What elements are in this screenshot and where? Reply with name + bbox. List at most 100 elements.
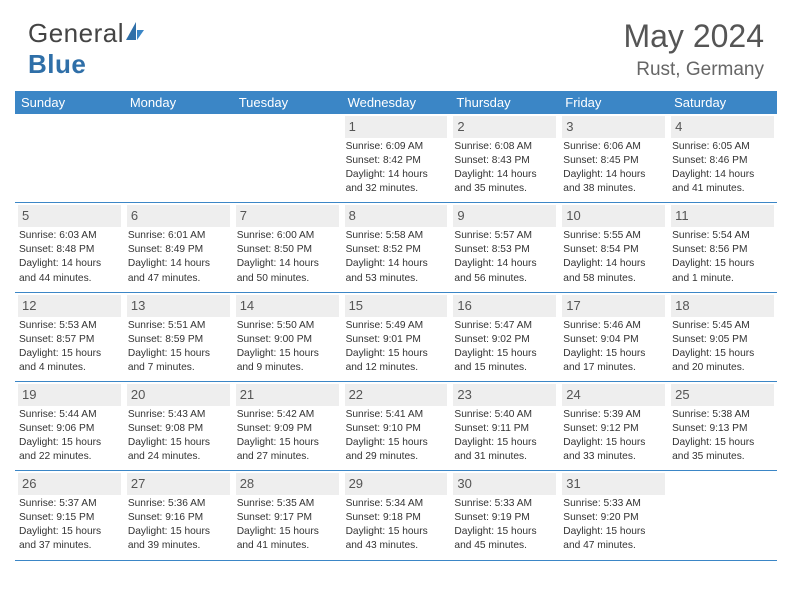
day-cell: 22Sunrise: 5:41 AMSunset: 9:10 PMDayligh…	[342, 382, 451, 470]
daylight-text: Daylight: 14 hours and 50 minutes.	[237, 257, 338, 285]
day-number: 3	[566, 119, 573, 134]
day-number: 12	[22, 298, 36, 313]
day-number: 29	[349, 476, 363, 491]
dow-header: Sunday	[15, 91, 124, 114]
daylight-text: Daylight: 15 hours and 33 minutes.	[563, 436, 664, 464]
daylight-text: Daylight: 14 hours and 47 minutes.	[128, 257, 229, 285]
title-block: May 2024 Rust, Germany	[623, 18, 764, 81]
daylight-text: Daylight: 14 hours and 41 minutes.	[672, 168, 773, 196]
sunset-text: Sunset: 9:01 PM	[346, 333, 447, 347]
daylight-text: Daylight: 15 hours and 39 minutes.	[128, 525, 229, 553]
day-info: Sunrise: 5:37 AMSunset: 9:15 PMDaylight:…	[18, 497, 121, 553]
day-cell: 9Sunrise: 5:57 AMSunset: 8:53 PMDaylight…	[450, 203, 559, 291]
daylight-text: Daylight: 14 hours and 35 minutes.	[454, 168, 555, 196]
weeks-container: 1Sunrise: 6:09 AMSunset: 8:42 PMDaylight…	[15, 114, 777, 561]
day-cell: 3Sunrise: 6:06 AMSunset: 8:45 PMDaylight…	[559, 114, 668, 202]
day-cell: 12 Sunrise: 5:53 AMSunset: 8:57 PMDayligh…	[15, 293, 124, 381]
daylight-text: Daylight: 15 hours and 29 minutes.	[346, 436, 447, 464]
day-cell: 10Sunrise: 5:55 AMSunset: 8:54 PMDayligh…	[559, 203, 668, 291]
daylight-text: Daylight: 15 hours and 4 minutes.	[19, 347, 120, 375]
day-info: Sunrise: 5:34 AMSunset: 9:18 PMDaylight:…	[345, 497, 448, 553]
sunset-text: Sunset: 8:48 PM	[19, 243, 120, 257]
sunset-text: Sunset: 9:06 PM	[19, 422, 120, 436]
day-cell: 26 Sunrise: 5:37 AMSunset: 9:15 PMDayligh…	[15, 471, 124, 559]
daylight-text: Daylight: 14 hours and 53 minutes.	[346, 257, 447, 285]
day-cell: 11Sunrise: 5:54 AMSunset: 8:56 PMDayligh…	[668, 203, 777, 291]
day-number-bar: 19	[18, 384, 121, 406]
day-cell: 17Sunrise: 5:46 AMSunset: 9:04 PMDayligh…	[559, 293, 668, 381]
sunrise-text: Sunrise: 5:43 AM	[128, 408, 229, 422]
sunrise-text: Sunrise: 5:49 AM	[346, 319, 447, 333]
sunrise-text: Sunrise: 5:57 AM	[454, 229, 555, 243]
sunset-text: Sunset: 9:05 PM	[672, 333, 773, 347]
sunset-text: Sunset: 9:09 PM	[237, 422, 338, 436]
week-row: 12 Sunrise: 5:53 AMSunset: 8:57 PMDayligh…	[15, 293, 777, 382]
daylight-text: Daylight: 15 hours and 17 minutes.	[563, 347, 664, 375]
day-info: Sunrise: 5:36 AMSunset: 9:16 PMDaylight:…	[127, 497, 230, 553]
day-number-bar: 3	[562, 116, 665, 138]
sunset-text: Sunset: 8:43 PM	[454, 154, 555, 168]
day-number-bar: 28	[236, 473, 339, 495]
day-number-bar: 12	[18, 295, 121, 317]
daylight-text: Daylight: 15 hours and 24 minutes.	[128, 436, 229, 464]
day-info: Sunrise: 5:58 AMSunset: 8:52 PMDaylight:…	[345, 229, 448, 285]
day-info: Sunrise: 5:46 AMSunset: 9:04 PMDaylight:…	[562, 319, 665, 375]
day-cell: 23Sunrise: 5:40 AMSunset: 9:11 PMDayligh…	[450, 382, 559, 470]
sunrise-text: Sunrise: 5:33 AM	[454, 497, 555, 511]
day-cell: 13Sunrise: 5:51 AMSunset: 8:59 PMDayligh…	[124, 293, 233, 381]
dow-header: Saturday	[668, 91, 777, 114]
sunrise-text: Sunrise: 5:38 AM	[672, 408, 773, 422]
day-cell: 25Sunrise: 5:38 AMSunset: 9:13 PMDayligh…	[668, 382, 777, 470]
sunset-text: Sunset: 9:08 PM	[128, 422, 229, 436]
day-number-bar: 29	[345, 473, 448, 495]
day-info: Sunrise: 5:53 AMSunset: 8:57 PMDaylight:…	[18, 319, 121, 375]
sunrise-text: Sunrise: 6:00 AM	[237, 229, 338, 243]
week-row: 1Sunrise: 6:09 AMSunset: 8:42 PMDaylight…	[15, 114, 777, 203]
dow-header: Wednesday	[342, 91, 451, 114]
sunset-text: Sunset: 8:56 PM	[672, 243, 773, 257]
day-number: 24	[566, 387, 580, 402]
sunrise-text: Sunrise: 5:58 AM	[346, 229, 447, 243]
day-cell: 16Sunrise: 5:47 AMSunset: 9:02 PMDayligh…	[450, 293, 559, 381]
day-info: Sunrise: 5:55 AMSunset: 8:54 PMDaylight:…	[562, 229, 665, 285]
daylight-text: Daylight: 15 hours and 7 minutes.	[128, 347, 229, 375]
daylight-text: Daylight: 14 hours and 32 minutes.	[346, 168, 447, 196]
sunset-text: Sunset: 8:50 PM	[237, 243, 338, 257]
day-number-bar: 15	[345, 295, 448, 317]
daylight-text: Daylight: 15 hours and 27 minutes.	[237, 436, 338, 464]
day-info: Sunrise: 5:33 AMSunset: 9:20 PMDaylight:…	[562, 497, 665, 553]
day-number: 7	[240, 208, 247, 223]
day-number-bar: 7	[236, 205, 339, 227]
day-number-bar: 30	[453, 473, 556, 495]
day-number: 26	[22, 476, 36, 491]
month-year: May 2024	[623, 18, 764, 55]
daylight-text: Daylight: 15 hours and 41 minutes.	[237, 525, 338, 553]
day-cell: 2Sunrise: 6:08 AMSunset: 8:43 PMDaylight…	[450, 114, 559, 202]
sunset-text: Sunset: 8:53 PM	[454, 243, 555, 257]
day-number-bar: 13	[127, 295, 230, 317]
day-cell: 5Sunrise: 6:03 AMSunset: 8:48 PMDaylight…	[15, 203, 124, 291]
sunrise-text: Sunrise: 5:47 AM	[454, 319, 555, 333]
sunrise-text: Sunrise: 5:37 AM	[19, 497, 120, 511]
day-cell: 28Sunrise: 5:35 AMSunset: 9:17 PMDayligh…	[233, 471, 342, 559]
sunrise-text: Sunrise: 5:51 AM	[128, 319, 229, 333]
sunrise-text: Sunrise: 5:39 AM	[563, 408, 664, 422]
day-info: Sunrise: 5:54 AMSunset: 8:56 PMDaylight:…	[671, 229, 774, 285]
day-cell: 27Sunrise: 5:36 AMSunset: 9:16 PMDayligh…	[124, 471, 233, 559]
sunrise-text: Sunrise: 5:42 AM	[237, 408, 338, 422]
day-number-bar: 26	[18, 473, 121, 495]
day-number-bar: 11	[671, 205, 774, 227]
day-cell: 21Sunrise: 5:42 AMSunset: 9:09 PMDayligh…	[233, 382, 342, 470]
day-cell	[233, 114, 342, 202]
week-row: 26 Sunrise: 5:37 AMSunset: 9:15 PMDayligh…	[15, 471, 777, 560]
calendar: SundayMondayTuesdayWednesdayThursdayFrid…	[15, 91, 777, 561]
day-number: 6	[131, 208, 138, 223]
day-cell: 8Sunrise: 5:58 AMSunset: 8:52 PMDaylight…	[342, 203, 451, 291]
sunrise-text: Sunrise: 5:36 AM	[128, 497, 229, 511]
day-cell	[15, 114, 124, 202]
day-number: 2	[457, 119, 464, 134]
day-info: Sunrise: 5:38 AMSunset: 9:13 PMDaylight:…	[671, 408, 774, 464]
day-number: 28	[240, 476, 254, 491]
sunset-text: Sunset: 9:18 PM	[346, 511, 447, 525]
sunrise-text: Sunrise: 5:33 AM	[563, 497, 664, 511]
